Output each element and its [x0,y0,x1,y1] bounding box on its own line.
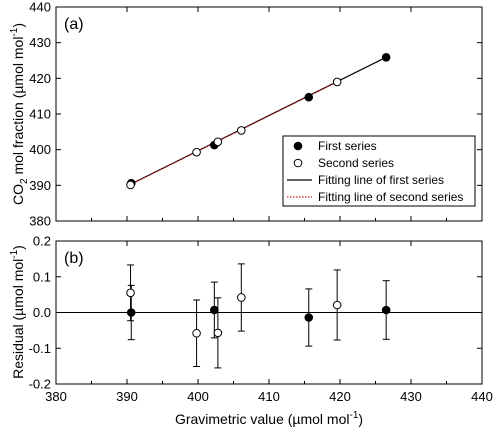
panel-b-marks [56,263,482,369]
panel-b-x-tick-label: 390 [116,389,138,404]
panel-b-x-tick-label: 380 [45,389,67,404]
panel-a-y-tick-label: 380 [29,214,51,229]
data-point-second-series [126,288,135,298]
legend: First series Second series Fitting line … [282,135,476,207]
panel-a-y-tick-label: 400 [29,142,51,157]
panel-b-y-tick-label: 0.2 [33,234,51,249]
data-point-second-series [332,77,342,87]
panel-b-y-tick-label: 0.1 [33,269,51,284]
panel-b-axes: 380 390 400 410 420 430 440 -0.2 -0.1 0.0 0.1 0.2 [29,234,493,405]
legend-marker-second-series [293,158,303,168]
panel-a-y-tick-label: 420 [29,71,51,86]
panel-b-x-axis-title: Gravimetric value (µmol mol-1) [175,410,363,427]
data-point-second-series [126,180,135,190]
panel-b-y-tick-label: -0.1 [29,341,51,356]
data-point-second-series [237,126,246,135]
data-point-first-series [126,308,136,317]
data-point-second-series [192,328,201,338]
data-point-second-series [237,293,246,302]
legend-label-second-fit: Fitting line of second series [318,190,463,204]
panel-a-fit-line-2 [130,56,387,185]
data-point-second-series [332,300,342,310]
panel-a-y-tick-label: 440 [29,0,51,15]
panel-b-y-axis-title: Residual (µmol mol-1) [9,245,26,379]
panel-b-residual-plot: (b) 380 390 400 410 420 430 440 -0.2 -0.1 0.0 0.1 0… [9,234,493,428]
legend-box [282,135,476,207]
panel-b-x-tick-label: 410 [258,389,280,404]
panel-a-axes: 380 390 400 410 420 430 440 [29,0,483,229]
panel-a-y-axis-title: CO2 mol fraction (µmol mol-1) [9,23,30,205]
panel-a-marks [126,52,391,190]
data-point-first-series [210,305,219,315]
panel-b-x-tick-label: 400 [187,389,209,404]
data-point-first-series [304,92,314,102]
panel-b-label: (b) [64,250,84,267]
data-point-first-series [304,313,314,322]
legend-label-first-series: First series [318,139,377,153]
panel-b-x-tick-label: 440 [471,389,493,404]
panel-a-y-tick-label: 410 [29,107,51,122]
panel-a-fit-line-3 [130,81,338,186]
legend-label-second-series: Second series [318,156,394,170]
panel-a-y-tick-label: 390 [29,178,51,193]
panel-a-y-tick-label: 430 [29,35,51,50]
data-point-first-series [381,305,391,315]
panel-b-x-tick-label: 430 [400,389,422,404]
data-point-second-series [213,137,223,147]
panel-b-y-tick-label: 0.0 [33,305,51,320]
panel-b-x-tick-label: 420 [329,389,351,404]
legend-marker-first-series [293,141,303,151]
data-point-second-series [192,147,201,157]
panel-a-calibration-plot: (a) 380 390 400 410 420 430 440 First series S… [9,0,483,229]
data-point-first-series [381,52,391,62]
data-point-second-series [213,328,223,338]
legend-label-first-fit: Fitting line of first series [318,173,444,187]
panel-b-y-tick-label: -0.2 [29,377,51,392]
panel-a-label: (a) [64,16,84,33]
